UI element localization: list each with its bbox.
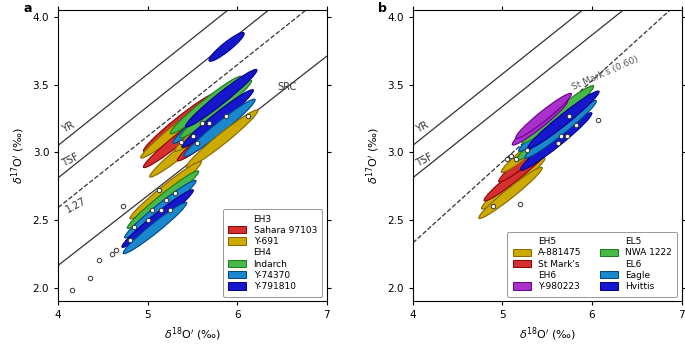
Ellipse shape <box>512 100 568 145</box>
Text: St Mark's (0.60): St Mark's (0.60) <box>571 54 640 91</box>
Ellipse shape <box>184 99 256 157</box>
Y-axis label: $\delta^{17}$O$'$ (‰): $\delta^{17}$O$'$ (‰) <box>364 127 382 184</box>
Ellipse shape <box>484 149 548 201</box>
Ellipse shape <box>519 94 590 152</box>
Ellipse shape <box>125 180 196 238</box>
Ellipse shape <box>171 76 242 134</box>
Ellipse shape <box>140 100 212 158</box>
Ellipse shape <box>527 91 599 149</box>
Ellipse shape <box>143 110 215 167</box>
Ellipse shape <box>130 161 201 219</box>
Ellipse shape <box>127 171 199 228</box>
Ellipse shape <box>525 100 597 158</box>
Text: YR: YR <box>60 120 76 135</box>
Text: TSF: TSF <box>414 152 435 169</box>
Ellipse shape <box>479 167 543 219</box>
Ellipse shape <box>516 103 588 161</box>
Text: YR: YR <box>414 120 430 135</box>
Ellipse shape <box>122 190 193 247</box>
Text: 1.27: 1.27 <box>64 196 88 215</box>
X-axis label: $\delta^{18}$O$'$ (‰): $\delta^{18}$O$'$ (‰) <box>164 326 221 343</box>
Ellipse shape <box>501 119 568 173</box>
Ellipse shape <box>482 158 545 209</box>
Ellipse shape <box>499 128 565 182</box>
Ellipse shape <box>177 103 249 161</box>
Ellipse shape <box>182 90 253 147</box>
Text: a: a <box>23 2 32 15</box>
Legend: EH3, Sahara 97103, Y-691, EH4, Indarch, Y-74370, Y-791810: EH3, Sahara 97103, Y-691, EH4, Indarch, … <box>223 209 323 297</box>
Ellipse shape <box>150 119 221 177</box>
Ellipse shape <box>516 93 571 138</box>
Text: TSF: TSF <box>60 152 80 169</box>
Ellipse shape <box>143 94 215 152</box>
Ellipse shape <box>173 85 245 143</box>
Ellipse shape <box>186 110 258 168</box>
Legend: EH5, A-881475, St Mark's, EH6, Y-980223, EL5, NWA 1222, EL6, Eagle, Hvittis: EH5, A-881475, St Mark's, EH6, Y-980223,… <box>508 231 677 297</box>
Ellipse shape <box>175 94 246 152</box>
Ellipse shape <box>209 33 245 61</box>
Y-axis label: $\delta^{17}$O$'$ (‰): $\delta^{17}$O$'$ (‰) <box>10 127 27 184</box>
Ellipse shape <box>521 113 592 170</box>
Text: b: b <box>378 2 387 15</box>
X-axis label: $\delta^{18}$O$'$ (‰): $\delta^{18}$O$'$ (‰) <box>519 326 576 343</box>
Ellipse shape <box>186 70 257 127</box>
Ellipse shape <box>123 202 187 254</box>
Ellipse shape <box>522 85 594 143</box>
Text: SRC: SRC <box>277 82 297 92</box>
Ellipse shape <box>180 80 251 138</box>
